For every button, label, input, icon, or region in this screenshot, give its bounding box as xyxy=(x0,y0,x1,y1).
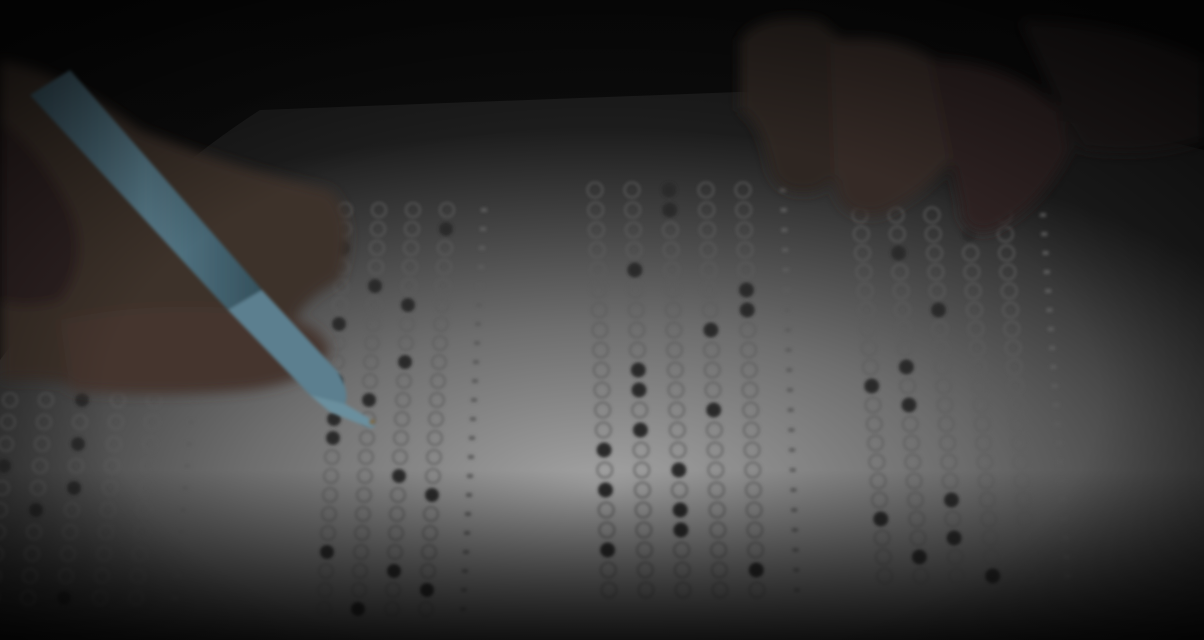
answer-sheet-photo xyxy=(0,0,1204,640)
vignette xyxy=(0,0,1204,640)
photo-canvas xyxy=(0,0,1204,640)
